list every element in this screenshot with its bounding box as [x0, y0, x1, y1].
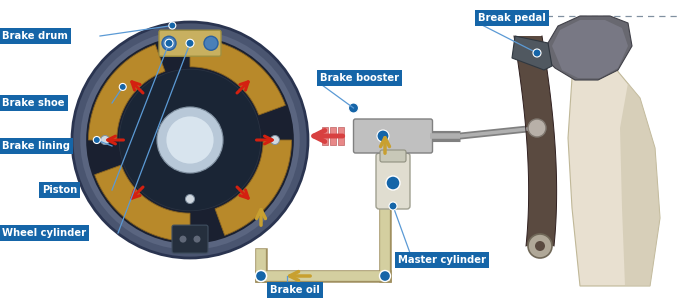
Polygon shape	[190, 38, 286, 115]
Circle shape	[386, 176, 400, 190]
Circle shape	[119, 83, 126, 90]
Circle shape	[169, 22, 176, 29]
Text: Brake shoe: Brake shoe	[2, 98, 64, 108]
Text: Wheel cylinder: Wheel cylinder	[2, 228, 86, 238]
Circle shape	[528, 234, 552, 258]
FancyBboxPatch shape	[380, 150, 406, 162]
Text: Brake drum: Brake drum	[2, 31, 68, 41]
Circle shape	[389, 202, 397, 210]
Circle shape	[256, 271, 266, 282]
Circle shape	[179, 236, 186, 243]
Ellipse shape	[86, 36, 294, 244]
Polygon shape	[552, 20, 628, 78]
Ellipse shape	[72, 22, 308, 258]
Text: Master cylinder: Master cylinder	[398, 255, 486, 265]
Bar	[338, 127, 345, 145]
Bar	[323, 127, 329, 145]
Circle shape	[193, 236, 201, 243]
Circle shape	[535, 241, 545, 251]
Text: Piston: Piston	[42, 185, 77, 195]
Circle shape	[377, 130, 389, 142]
Text: Break pedal: Break pedal	[478, 13, 546, 23]
Text: Brake lining: Brake lining	[2, 141, 70, 151]
Polygon shape	[88, 45, 165, 140]
Circle shape	[93, 136, 100, 144]
Polygon shape	[620, 83, 660, 286]
Circle shape	[162, 36, 176, 50]
Circle shape	[186, 195, 195, 204]
Circle shape	[256, 271, 266, 282]
Polygon shape	[512, 36, 552, 70]
Circle shape	[349, 103, 358, 113]
Circle shape	[186, 39, 194, 47]
Bar	[330, 127, 336, 145]
Ellipse shape	[119, 69, 261, 211]
Ellipse shape	[80, 30, 300, 250]
Text: Brake booster: Brake booster	[320, 73, 399, 83]
Circle shape	[204, 36, 218, 50]
FancyBboxPatch shape	[376, 153, 410, 209]
Polygon shape	[545, 16, 632, 80]
Circle shape	[528, 119, 546, 137]
Circle shape	[101, 136, 110, 145]
Ellipse shape	[157, 107, 223, 173]
Polygon shape	[95, 165, 190, 241]
Polygon shape	[215, 140, 292, 235]
Circle shape	[165, 39, 173, 47]
Circle shape	[379, 271, 390, 282]
Polygon shape	[568, 58, 660, 286]
Text: Brake oil: Brake oil	[270, 285, 320, 295]
Circle shape	[533, 49, 541, 57]
FancyBboxPatch shape	[353, 119, 432, 153]
Ellipse shape	[166, 117, 214, 164]
FancyBboxPatch shape	[172, 225, 208, 253]
FancyBboxPatch shape	[159, 30, 221, 56]
Circle shape	[271, 136, 279, 145]
